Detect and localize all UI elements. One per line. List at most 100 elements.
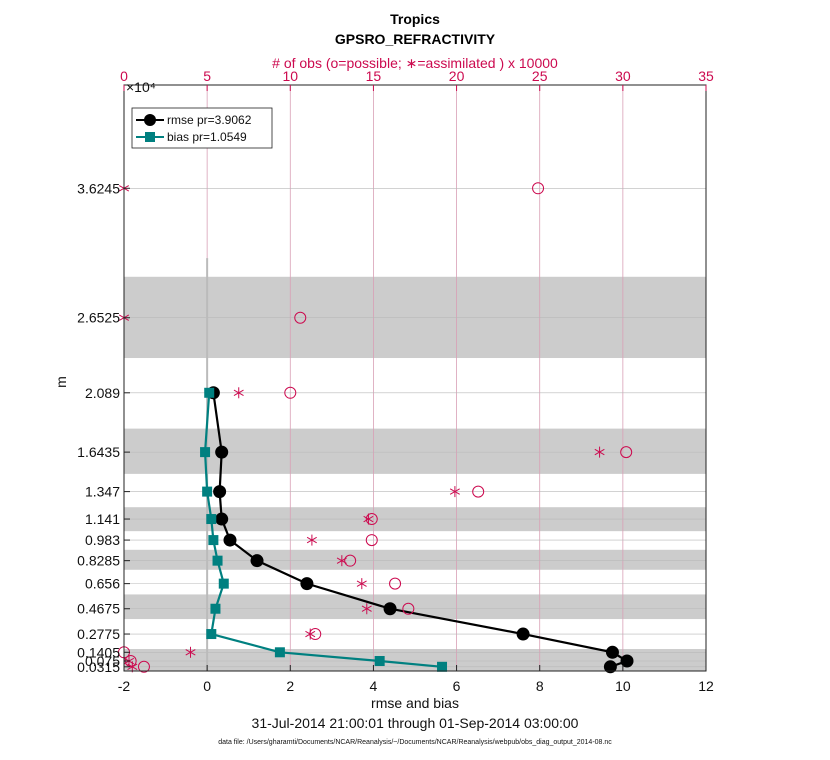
left-tick-label: 0.8285 xyxy=(77,553,120,569)
rmse-point xyxy=(516,627,530,641)
left-tick-label: 2.6525 xyxy=(77,310,120,326)
x-axis-label: rmse and bias xyxy=(371,695,459,711)
left-tick-label: 0.1405 xyxy=(77,644,120,660)
top-tick-label: 35 xyxy=(698,68,714,84)
top-axis-label: # of obs (o=possible; ∗=assimilated ) x … xyxy=(272,55,558,71)
bias-point xyxy=(218,578,229,589)
obs-assimilated-marker xyxy=(363,513,374,525)
left-tick-label: 0.0315 xyxy=(77,659,120,675)
vertical-gridlines xyxy=(123,85,707,671)
obs-assimilated-marker xyxy=(233,387,244,399)
left-tick-label: 3.6245 xyxy=(77,180,120,196)
obs-possible-marker xyxy=(344,554,357,567)
shaded-band xyxy=(124,649,706,671)
asterisk-stroke xyxy=(356,580,367,587)
rmse-point xyxy=(215,445,229,459)
obs-assimilated-marker xyxy=(306,534,317,546)
rmse-point xyxy=(603,660,617,674)
left-tick-label: 1.6435 xyxy=(77,444,120,460)
left-tick-label: 1.141 xyxy=(85,511,120,527)
left-tick-label: 0.075 xyxy=(85,653,120,669)
rmse-point xyxy=(223,533,237,547)
data-file-footnote: data file: /Users/gharamti/Documents/NCA… xyxy=(218,739,612,746)
bottom-tick-label: 0 xyxy=(203,678,211,694)
shaded-band xyxy=(124,549,706,570)
asterisk-stroke xyxy=(185,649,196,656)
top-tick-label: 30 xyxy=(615,68,631,84)
y-axis-label: m xyxy=(53,376,69,388)
obs-assimilated-marker xyxy=(336,555,347,567)
top-tick-label: 15 xyxy=(366,68,382,84)
shaded-band xyxy=(124,428,706,474)
left-tick-label: 0.4675 xyxy=(77,601,120,617)
asterisk-stroke xyxy=(594,448,605,456)
shaded-bands xyxy=(124,276,706,671)
rmse-point xyxy=(605,645,619,659)
obs-assimilated-marker xyxy=(594,446,605,458)
asterisk-stroke xyxy=(363,515,374,523)
left-tick-label: 0.983 xyxy=(85,532,120,548)
bias-point xyxy=(274,647,285,658)
legend: rmse pr=3.9062 bias pr=1.0549 xyxy=(131,107,273,149)
asterisk-stroke xyxy=(305,630,316,638)
left-tick-label: 0.2775 xyxy=(77,626,120,642)
asterisk-stroke xyxy=(306,536,317,544)
chart-subtitle: GPSRO_REFRACTIVITY xyxy=(335,31,496,47)
rmse-point xyxy=(620,654,634,668)
bias-point xyxy=(210,603,221,614)
bias-point xyxy=(206,514,217,525)
asterisk-stroke xyxy=(336,557,347,564)
top-tick-label: 25 xyxy=(532,68,548,84)
top-tick-label: 20 xyxy=(449,68,465,84)
rmse-point xyxy=(300,577,314,591)
shaded-band xyxy=(124,276,706,359)
left-tick-label: 2.089 xyxy=(85,385,120,401)
rmse-point xyxy=(250,554,264,568)
obs-possible-marker xyxy=(402,602,415,615)
legend-rmse-marker xyxy=(144,114,156,126)
obs-possible-marker xyxy=(284,386,297,399)
obs-possible-marker xyxy=(365,513,378,526)
bottom-tick-label: 4 xyxy=(370,678,378,694)
legend-rmse-label: rmse pr=3.9062 xyxy=(167,113,252,127)
bias-point xyxy=(206,629,217,640)
shaded-band xyxy=(124,594,706,620)
obs-possible-marker xyxy=(620,446,633,459)
rmse-point xyxy=(383,602,397,616)
obs-assimilated-marker xyxy=(449,486,460,498)
asterisk-stroke xyxy=(361,605,372,612)
left-tick-label: 0.656 xyxy=(85,576,120,592)
obs-possible-marker xyxy=(137,660,150,673)
bottom-axis-ticks: -2 0 2 4 6 8 10 12 xyxy=(118,665,714,694)
obs-possible-marker xyxy=(389,577,402,590)
obs-possible-marker xyxy=(294,311,307,324)
bottom-tick-label: 10 xyxy=(615,678,631,694)
bias-point xyxy=(200,447,211,458)
bias-point xyxy=(204,387,215,398)
rmse-point xyxy=(213,485,227,499)
bottom-tick-label: 12 xyxy=(698,678,714,694)
top-tick-label: 5 xyxy=(203,68,211,84)
obs-assimilated-marker xyxy=(305,628,316,640)
bias-point xyxy=(202,486,213,497)
rmse-point xyxy=(215,512,229,526)
chart-title: Tropics xyxy=(390,11,440,27)
legend-bias-marker xyxy=(145,132,155,142)
series-rmse xyxy=(206,386,634,674)
bias-point xyxy=(374,656,385,667)
bottom-tick-label: 6 xyxy=(453,678,461,694)
legend-bias-label: bias pr=1.0549 xyxy=(167,130,247,144)
bottom-tick-label: 2 xyxy=(286,678,294,694)
bias-point xyxy=(208,535,219,546)
asterisk-stroke xyxy=(127,663,138,670)
series-bias-line xyxy=(203,392,443,668)
top-axis-multiplier: ×10⁴ xyxy=(126,79,156,95)
left-tick-label: 1.347 xyxy=(85,484,120,500)
top-axis-ticks: 0 5 10 15 20 25 30 35 xyxy=(120,68,714,91)
date-range-label: 31-Jul-2014 21:00:01 through 01-Sep-2014… xyxy=(252,715,579,731)
top-tick-label: 0 xyxy=(120,68,128,84)
obs-possible-marker xyxy=(365,534,378,547)
obs-possible-marker xyxy=(472,485,485,498)
